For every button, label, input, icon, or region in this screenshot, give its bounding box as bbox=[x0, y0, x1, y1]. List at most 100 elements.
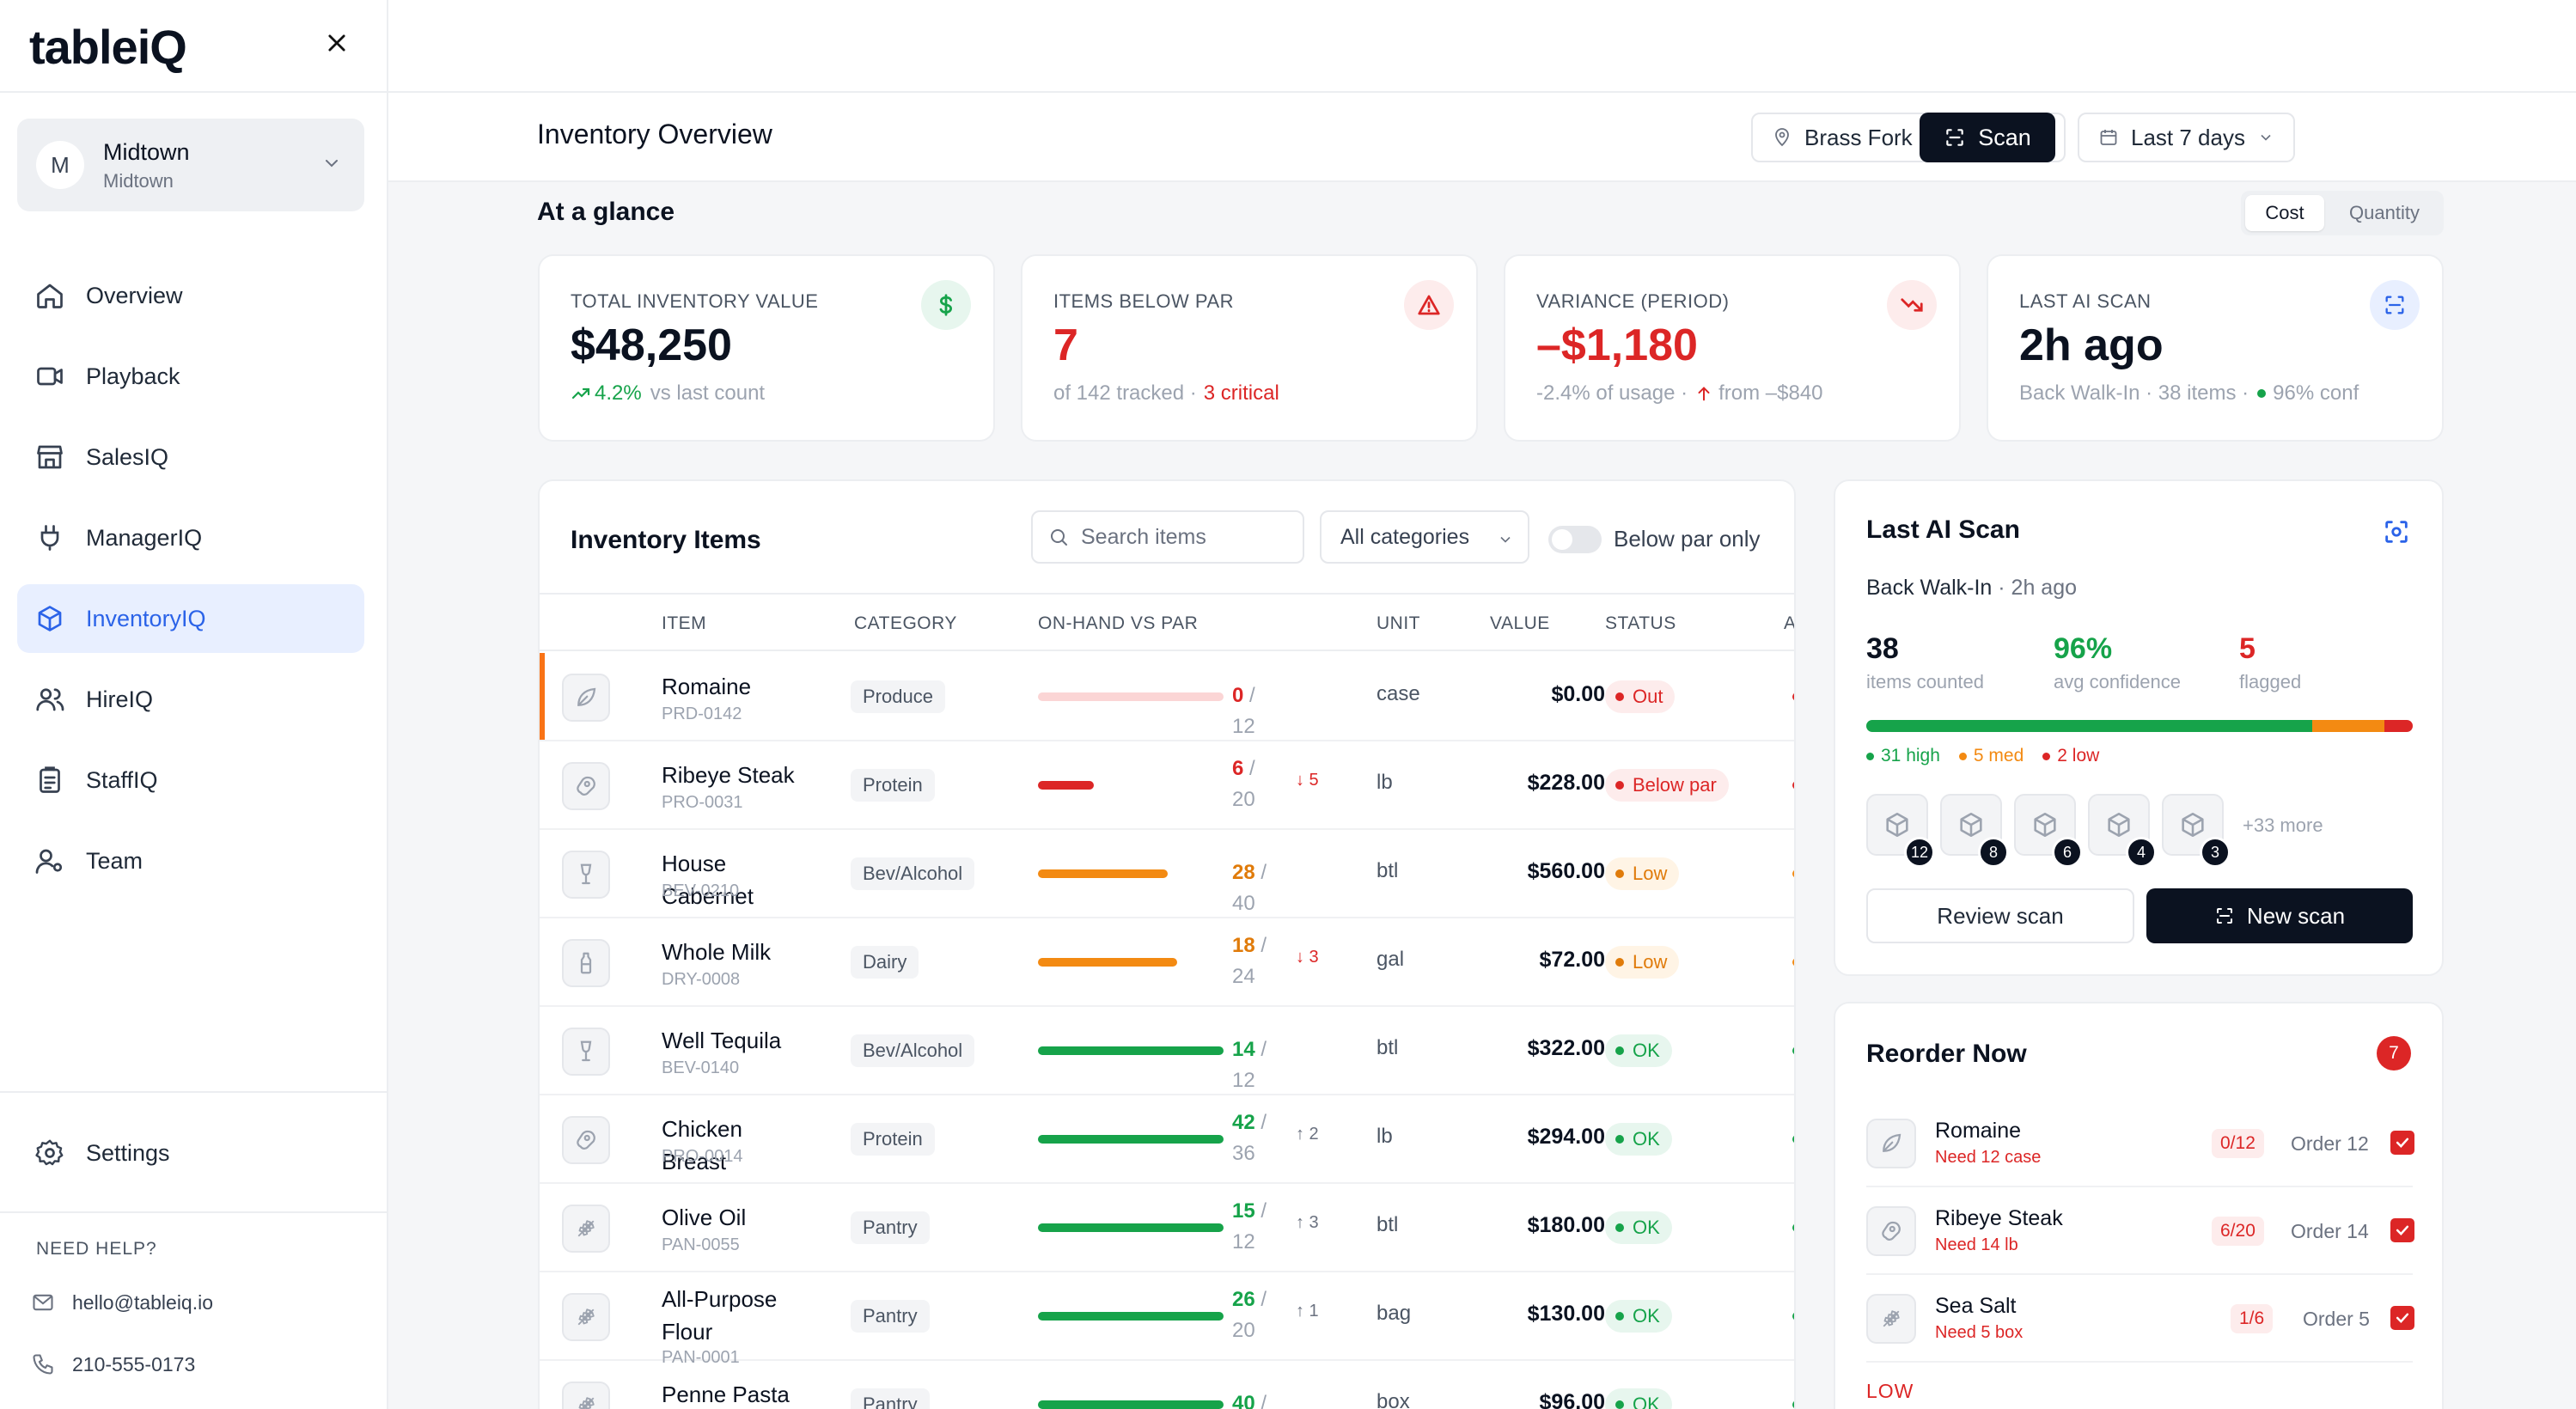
row-action-dot[interactable] bbox=[1792, 1400, 1794, 1409]
table-row[interactable]: Chicken Breast PRO-0014 Protein 42 / 36 ↑ 2 l… bbox=[540, 1095, 1794, 1184]
scan-thumbnail[interactable]: 12 bbox=[1866, 794, 1935, 868]
row-action-dot[interactable] bbox=[1792, 692, 1794, 701]
table-row[interactable]: Ribeye Steak PRO-0031 Protein 6 / 20 ↓ 5 lb $2… bbox=[540, 741, 1794, 830]
column-header-value[interactable]: VALUE bbox=[1490, 613, 1550, 633]
row-action-dot[interactable] bbox=[1792, 869, 1794, 878]
toggle-quantity[interactable]: Quantity bbox=[2349, 202, 2420, 223]
reorder-item[interactable]: Ribeye Steak Need 14 lb 6/20 Order 14 bbox=[1866, 1187, 2414, 1275]
top-bar bbox=[388, 0, 2576, 93]
reorder-item[interactable]: Sea Salt Need 5 box 1/6 Order 5 bbox=[1866, 1275, 2414, 1363]
page-header: Inventory Overview Brass Fork · Midtown … bbox=[388, 93, 2576, 182]
status-label: OK bbox=[1633, 1128, 1660, 1150]
item-sku: PRO-0014 bbox=[662, 1147, 743, 1166]
sidebar-item-settings[interactable]: Settings bbox=[17, 1119, 364, 1187]
table-row[interactable]: Romaine PRD-0142 Produce 0 / 12 case $0.00 Out bbox=[540, 653, 1794, 741]
cost-quantity-toggle: Cost Quantity bbox=[2241, 191, 2444, 235]
check-icon bbox=[2396, 1138, 2409, 1148]
table-row[interactable]: House Cabernet BEV-0210 Bev/Alcohol 28 / 40… bbox=[540, 830, 1794, 918]
scan-icon bbox=[1946, 129, 1963, 146]
close-sidebar-button[interactable] bbox=[320, 26, 354, 60]
row-action-dot[interactable] bbox=[1792, 1223, 1794, 1232]
sidebar-item-team[interactable]: Team bbox=[17, 826, 364, 895]
reorder-checkbox[interactable] bbox=[2390, 1131, 2414, 1155]
status-badge: OK bbox=[1605, 1034, 1672, 1067]
location-switcher[interactable]: M Midtown Midtown bbox=[17, 119, 364, 211]
table-row[interactable]: Penne Pasta Pantry 40 / 30 box $96.00 OK bbox=[540, 1361, 1794, 1409]
help-email-link[interactable]: hello@tableiq.io bbox=[31, 1290, 213, 1314]
leaf-icon bbox=[562, 674, 610, 722]
reorder-item[interactable]: Romaine Need 12 case 0/12 Order 12 bbox=[1866, 1100, 2414, 1187]
column-header-status[interactable]: STATUS bbox=[1605, 613, 1676, 633]
item-sku: BEV-0140 bbox=[662, 1058, 740, 1077]
thumbnail-count: 4 bbox=[2126, 837, 2157, 868]
scan-location: Back Walk-In · 2h ago bbox=[1866, 576, 2077, 601]
category-select[interactable]: All categories bbox=[1320, 510, 1529, 564]
sidebar-item-overview[interactable]: Overview bbox=[17, 261, 364, 330]
on-hand-value: 26 bbox=[1232, 1288, 1255, 1311]
item-value: $560.00 bbox=[1527, 859, 1605, 883]
sidebar-item-label: HireIQ bbox=[86, 686, 154, 712]
on-hand-delta: ↑ 2 bbox=[1296, 1125, 1319, 1144]
on-hand-vs-par: 15 / 12 bbox=[1232, 1199, 1267, 1253]
scan-icon bbox=[2370, 280, 2420, 330]
wheat-icon bbox=[562, 1205, 610, 1253]
scan-thumbnail[interactable]: 8 bbox=[1940, 794, 2009, 868]
sidebar-item-staffiq[interactable]: StaffIQ bbox=[17, 746, 364, 814]
more-thumbnails-link[interactable]: +33 more bbox=[2243, 814, 2323, 836]
review-scan-button[interactable]: Review scan bbox=[1866, 888, 2134, 943]
status-badge: Low bbox=[1605, 946, 1680, 979]
reorder-checkbox[interactable] bbox=[2390, 1218, 2414, 1242]
row-action-dot[interactable] bbox=[1792, 958, 1794, 967]
row-action-dot[interactable] bbox=[1792, 1046, 1794, 1055]
sidebar-item-manageriq[interactable]: ManagerIQ bbox=[17, 503, 364, 572]
scan-button[interactable]: Scan bbox=[1920, 113, 2055, 162]
below-par-toggle[interactable] bbox=[1548, 526, 1602, 553]
row-action-dot[interactable] bbox=[1792, 1135, 1794, 1144]
item-value: $322.00 bbox=[1527, 1036, 1605, 1060]
toggle-cost[interactable]: Cost bbox=[2245, 195, 2324, 231]
row-alert-accent bbox=[540, 653, 545, 740]
scan-thumbnail[interactable]: 3 bbox=[2162, 794, 2231, 868]
item-value: $96.00 bbox=[1539, 1390, 1605, 1409]
item-unit: btl bbox=[1377, 1036, 1399, 1059]
on-hand-bar bbox=[1038, 1046, 1224, 1055]
search-input[interactable] bbox=[1081, 524, 1287, 550]
sidebar-item-playback[interactable]: Playback bbox=[17, 342, 364, 411]
table-row[interactable]: Olive Oil PAN-0055 Pantry 15 / 12 ↑ 3 btl $180… bbox=[540, 1184, 1794, 1272]
help-title: NEED HELP? bbox=[36, 1239, 157, 1259]
sidebar-item-label: StaffIQ bbox=[86, 767, 158, 793]
status-label: Out bbox=[1633, 686, 1663, 707]
date-range-select[interactable]: Last 7 days bbox=[2078, 113, 2295, 162]
brand-logo: tableiQ bbox=[29, 20, 187, 74]
column-header-category[interactable]: CATEGORY bbox=[854, 613, 957, 633]
reorder-checkbox[interactable] bbox=[2390, 1306, 2414, 1330]
kpi-critical-count: 3 critical bbox=[1203, 381, 1279, 405]
table-row[interactable]: All-Purpose Flour PAN-0001 Pantry 26 / 20 ↑ … bbox=[540, 1272, 1794, 1367]
column-header-on-hand-vs-par[interactable]: ON-HAND VS PAR bbox=[1038, 613, 1199, 633]
location-name: Midtown bbox=[103, 139, 190, 165]
column-header-unit[interactable]: UNIT bbox=[1377, 613, 1420, 633]
column-header-action[interactable]: A bbox=[1784, 613, 1796, 633]
reorder-ratio-badge: 1/6 bbox=[2231, 1304, 2274, 1333]
meat-icon bbox=[1866, 1206, 1916, 1256]
scan-thumbnail[interactable]: 6 bbox=[2014, 794, 2083, 868]
sidebar-item-inventoryiq[interactable]: InventoryIQ bbox=[17, 584, 364, 653]
home-icon bbox=[37, 284, 63, 308]
row-action-dot[interactable] bbox=[1792, 781, 1794, 790]
row-action-dot[interactable] bbox=[1792, 1312, 1794, 1321]
scan-thumbnail[interactable]: 4 bbox=[2088, 794, 2157, 868]
box-icon bbox=[1960, 812, 1982, 838]
status-badge: Below par bbox=[1605, 769, 1729, 802]
table-row[interactable]: Whole Milk DRY-0008 Dairy 18 / 24 ↓ 3 gal $72.… bbox=[540, 918, 1794, 1007]
new-scan-button[interactable]: New scan bbox=[2146, 888, 2413, 943]
sidebar-item-salesiq[interactable]: SalesIQ bbox=[17, 423, 364, 491]
sidebar-item-hireiq[interactable]: HireIQ bbox=[17, 665, 364, 734]
kpi-sub-text: -2.4% of usage · bbox=[1536, 381, 1688, 405]
below-par-label: Below par only bbox=[1614, 526, 1761, 552]
par-value: 12 bbox=[1232, 1069, 1255, 1092]
help-phone-link[interactable]: 210-555-0173 bbox=[31, 1352, 195, 1376]
column-header-item[interactable]: ITEM bbox=[662, 613, 707, 633]
table-row[interactable]: Well Tequila BEV-0140 Bev/Alcohol 14 / 12 bt… bbox=[540, 1007, 1794, 1095]
sidebar-divider bbox=[0, 1091, 388, 1093]
item-unit: lb bbox=[1377, 771, 1393, 794]
